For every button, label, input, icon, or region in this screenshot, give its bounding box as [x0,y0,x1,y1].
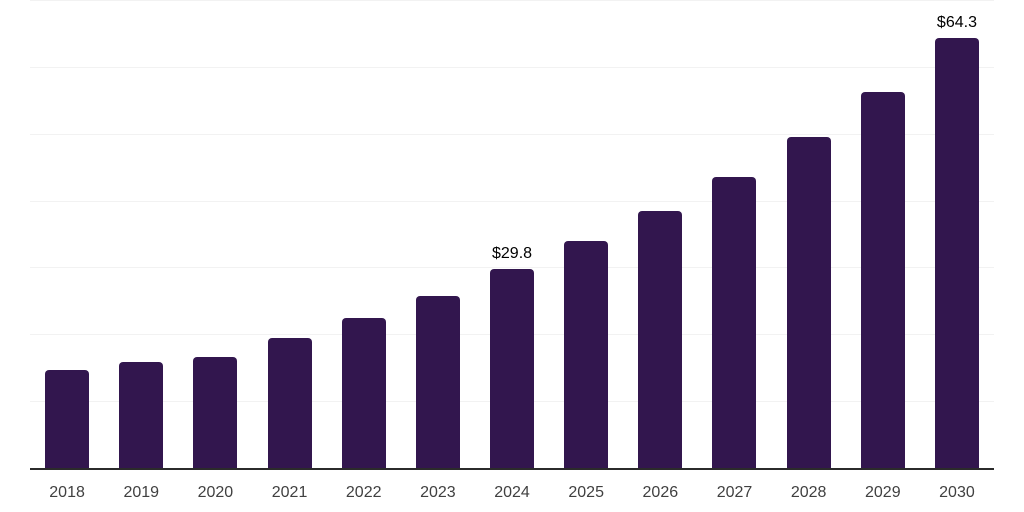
bar-slot-2022 [327,0,401,468]
x-tick-label-2023: 2023 [420,484,456,501]
bar-value-label-2030: $64.3 [936,14,977,32]
bar-2025 [564,241,609,468]
bar-slot-2018 [30,0,104,468]
x-tick-label-2027: 2027 [716,484,753,501]
bar-2018 [45,369,90,468]
bar-slot-2026 [623,0,697,468]
x-tick-label-2029: 2029 [865,484,901,501]
x-tick-label-2024: 2024 [494,484,530,501]
bar-slot-2028 [772,0,846,468]
bar-2024 [490,268,535,468]
bar-2019 [119,362,164,468]
plot-area: $29.8 $64.3 [30,0,994,470]
x-tick-label-2022: 2022 [345,484,382,501]
bar-slot-2030: $64.3 [920,0,994,468]
bar-2030 [934,38,979,468]
gridline [30,66,994,68]
bar-slot-2023 [401,0,475,468]
gridline [30,200,994,202]
x-tick-label-2028: 2028 [790,484,827,501]
x-tick-label-2026: 2026 [642,484,679,501]
x-tick-label-2021: 2021 [271,484,308,501]
bar-2021 [267,338,312,468]
x-tick-label-2020: 2020 [197,484,234,501]
gridline [30,267,994,269]
bar-2020 [193,357,238,468]
bar-2029 [860,91,905,468]
bar-slot-2029 [846,0,920,468]
x-tick-label-2019: 2019 [123,484,160,501]
bar-value-label-2024: $29.8 [491,244,533,262]
bar-slot-2027 [697,0,771,468]
gridline [30,0,994,1]
bar-2027 [712,177,757,468]
bar-slot-2019 [104,0,178,468]
bar-slot-2020 [178,0,252,468]
bar-slot-2021 [252,0,326,468]
x-tick-label-2025: 2025 [568,484,604,501]
gridline [30,133,994,135]
x-axis-labels: 2018 2019 2020 2021 2022 2023 2024 2025 2026 2027… [30,472,994,502]
bar-2023 [415,296,460,468]
bar-2022 [341,317,386,468]
x-tick-label-2030: 2030 [939,484,975,501]
bar-slot-2025 [549,0,623,468]
bar-2026 [638,211,683,468]
bar-2028 [786,137,831,468]
bar-slot-2024: $29.8 [475,0,549,468]
x-tick-label-2018: 2018 [49,484,85,501]
bars-layer: $29.8 $64.3 [30,0,994,468]
